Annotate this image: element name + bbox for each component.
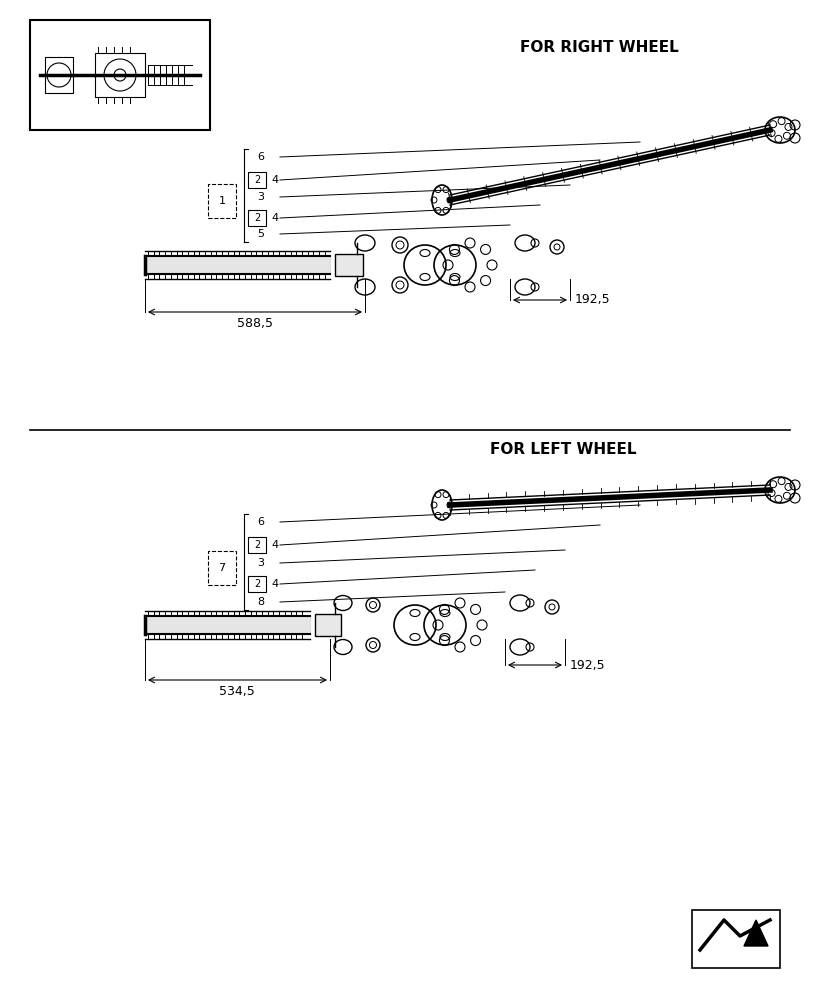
Bar [248, 576, 266, 592]
Bar [335, 254, 363, 276]
Bar [248, 172, 266, 188]
Text: 4: 4 [271, 175, 278, 185]
Bar [315, 614, 341, 636]
Text: 7: 7 [219, 563, 225, 573]
Text: FOR RIGHT WHEEL: FOR RIGHT WHEEL [520, 40, 679, 55]
Bar [45, 57, 73, 93]
Text: 4: 4 [271, 579, 278, 589]
Text: 2: 2 [254, 540, 260, 550]
Bar [248, 210, 266, 226]
Text: 4: 4 [271, 540, 278, 550]
Bar [95, 53, 145, 97]
Text: 192,5: 192,5 [575, 294, 610, 306]
Text: 588,5: 588,5 [237, 316, 273, 330]
Text: 192,5: 192,5 [570, 658, 605, 672]
Polygon shape [744, 920, 768, 946]
Text: 6: 6 [257, 152, 264, 162]
Text: 534,5: 534,5 [220, 684, 255, 698]
Text: 2: 2 [254, 175, 260, 185]
Text: FOR LEFT WHEEL: FOR LEFT WHEEL [490, 442, 636, 458]
Text: 3: 3 [257, 558, 264, 568]
Text: 8: 8 [257, 597, 264, 607]
Bar [208, 551, 236, 585]
Bar [692, 910, 780, 968]
Text: 2: 2 [254, 213, 260, 223]
Text: 4: 4 [271, 213, 278, 223]
Text: 2: 2 [254, 579, 260, 589]
Text: 6: 6 [257, 517, 264, 527]
Text: 5: 5 [257, 229, 264, 239]
Text: 1: 1 [219, 196, 225, 206]
Bar [208, 184, 236, 218]
Text: 3: 3 [257, 192, 264, 202]
Bar [30, 20, 210, 130]
Bar [248, 537, 266, 553]
